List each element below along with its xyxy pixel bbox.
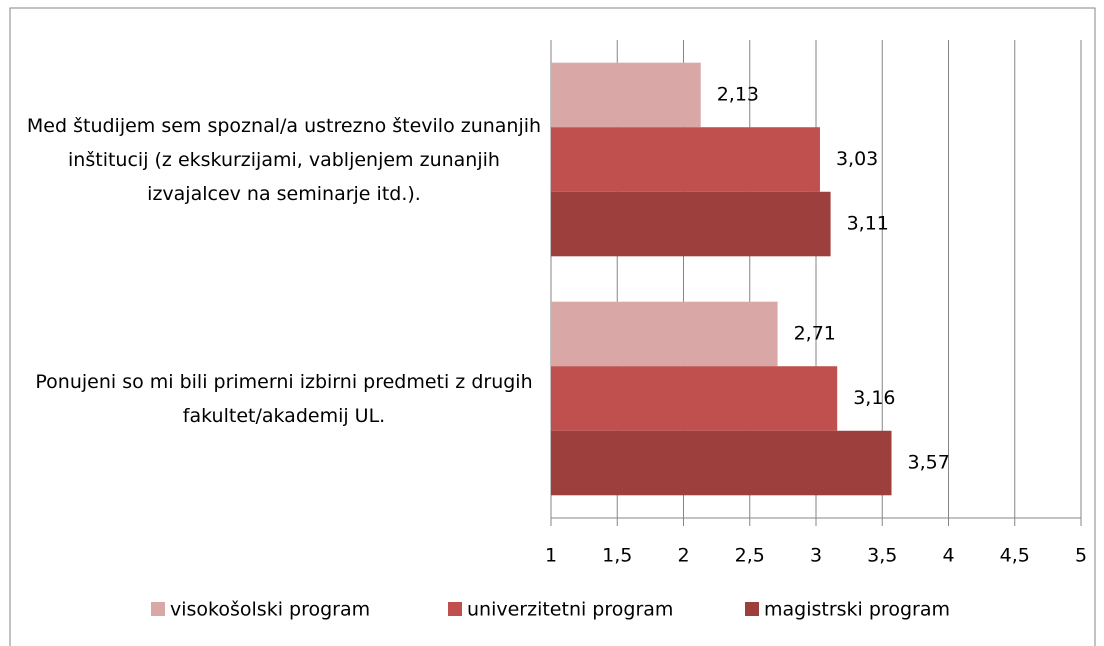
data-label: 3,11 — [847, 213, 889, 235]
legend-swatch — [745, 602, 759, 616]
category-label: Med študijem sem spoznal/a ustrezno štev… — [26, 114, 542, 205]
x-tick-label: 3,5 — [867, 545, 897, 567]
legend-label: magistrski program — [764, 599, 950, 621]
legend-label: univerzitetni program — [467, 599, 673, 621]
bar — [551, 127, 820, 192]
legend-swatch — [448, 602, 462, 616]
category-label: Ponujeni so mi bili primerni izbirni pre… — [35, 370, 533, 427]
x-tick-label: 5 — [1075, 545, 1087, 567]
data-label: 3,57 — [908, 452, 950, 474]
data-label: 3,16 — [853, 387, 895, 409]
x-tick-label: 4 — [942, 545, 954, 567]
bar — [551, 301, 778, 367]
x-tick-label: 2 — [677, 545, 689, 567]
legend-swatch — [151, 602, 165, 616]
data-label: 2,71 — [794, 322, 836, 344]
x-tick-label: 2,5 — [735, 545, 765, 567]
x-tick-label: 4,5 — [1000, 545, 1030, 567]
x-tick-label: 1,5 — [602, 545, 632, 567]
x-tick-label: 3 — [810, 545, 822, 567]
bar — [551, 62, 701, 128]
x-tick-label: 1 — [545, 545, 557, 567]
bar — [551, 366, 838, 431]
chart-border — [9, 7, 1096, 646]
bar — [551, 430, 892, 496]
data-label: 3,03 — [836, 148, 878, 170]
data-label: 2,13 — [717, 83, 759, 105]
legend-label: visokošolski program — [170, 599, 370, 621]
bar — [551, 191, 831, 257]
